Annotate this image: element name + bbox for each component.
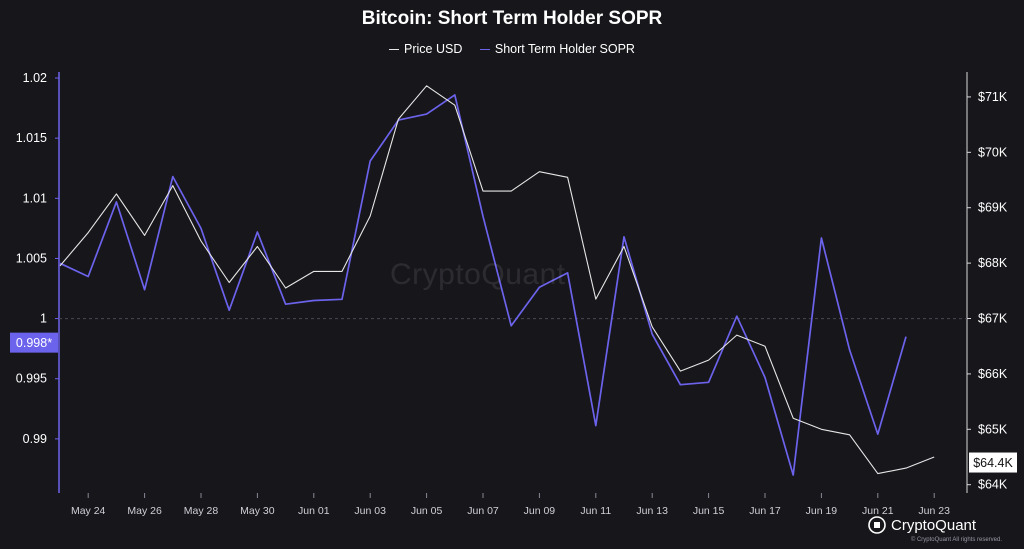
y-left-tick-label: 1.005	[16, 251, 47, 265]
y-left-tick-label: 1	[40, 312, 47, 326]
y-right-tick-label: $69K	[978, 201, 1008, 215]
y-left-tick-label: 0.995	[16, 372, 47, 386]
x-tick-label: Jun 13	[636, 505, 668, 517]
x-tick-label: Jun 01	[298, 505, 330, 517]
y-left-tick-label: 1.02	[23, 71, 47, 85]
x-tick-label: May 24	[71, 505, 106, 517]
legend-item-sopr[interactable]: Short Term Holder SOPR	[479, 42, 635, 57]
y-left-tick-label: 1.01	[23, 191, 47, 205]
x-tick-label: Jun 21	[862, 505, 894, 517]
sopr-current-badge-label: 0.998*	[16, 336, 52, 350]
y-right-tick-label: $67K	[978, 312, 1008, 326]
price-current-badge	[969, 452, 1017, 473]
x-tick-label: Jun 05	[411, 505, 443, 517]
x-tick-label: May 28	[184, 505, 219, 517]
legend-price-label: Price USD	[404, 42, 463, 57]
x-tick-label: Jun 07	[467, 505, 499, 517]
y-left-tick-label: 1.015	[16, 131, 47, 145]
y-right-tick-label: $68K	[978, 256, 1008, 270]
x-tick-label: Jun 17	[749, 505, 781, 517]
y-right-tick-label: $65K	[978, 422, 1008, 436]
legend-price-swatch	[389, 48, 400, 50]
legend-item-price[interactable]: Price USD	[389, 42, 462, 56]
legend-sopr-label: Short Term Holder SOPR	[494, 42, 635, 57]
x-tick-label: Jun 03	[354, 505, 386, 517]
x-tick-label: Jun 19	[806, 505, 838, 517]
price-line	[59, 85, 935, 475]
y-right-tick-label: $66K	[978, 367, 1008, 381]
cryptoquant-logo-icon	[868, 516, 886, 534]
x-tick-label: Jun 23	[918, 505, 950, 517]
y-right-tick-label: $70K	[978, 145, 1008, 159]
x-tick-label: May 30	[240, 505, 275, 517]
legend-sopr-swatch	[479, 48, 490, 50]
sopr-line	[59, 94, 907, 476]
brand-logo: CryptoQuant	[868, 516, 976, 534]
x-tick-label: May 26	[127, 505, 162, 517]
chart-title: Bitcoin: Short Term Holder SOPR	[361, 8, 663, 29]
y-right-tick-label: $64K	[978, 478, 1008, 492]
chart-legend: Price USD Short Term Holder SOPR	[0, 39, 1024, 56]
x-tick-label: Jun 09	[524, 505, 556, 517]
x-tick-label: Jun 11	[580, 505, 611, 517]
y-right-tick-label: $71K	[978, 90, 1008, 104]
brand-name: CryptoQuant	[891, 516, 977, 534]
sopr-current-badge	[10, 332, 58, 353]
watermark: CryptoQuant	[390, 258, 566, 291]
copyright-text: © CryptoQuant All rights reserved.	[910, 537, 1002, 543]
x-tick-label: Jun 15	[693, 505, 725, 517]
price-current-badge-label: $64.4K	[973, 456, 1013, 470]
y-left-tick-label: 0.99	[23, 432, 47, 446]
